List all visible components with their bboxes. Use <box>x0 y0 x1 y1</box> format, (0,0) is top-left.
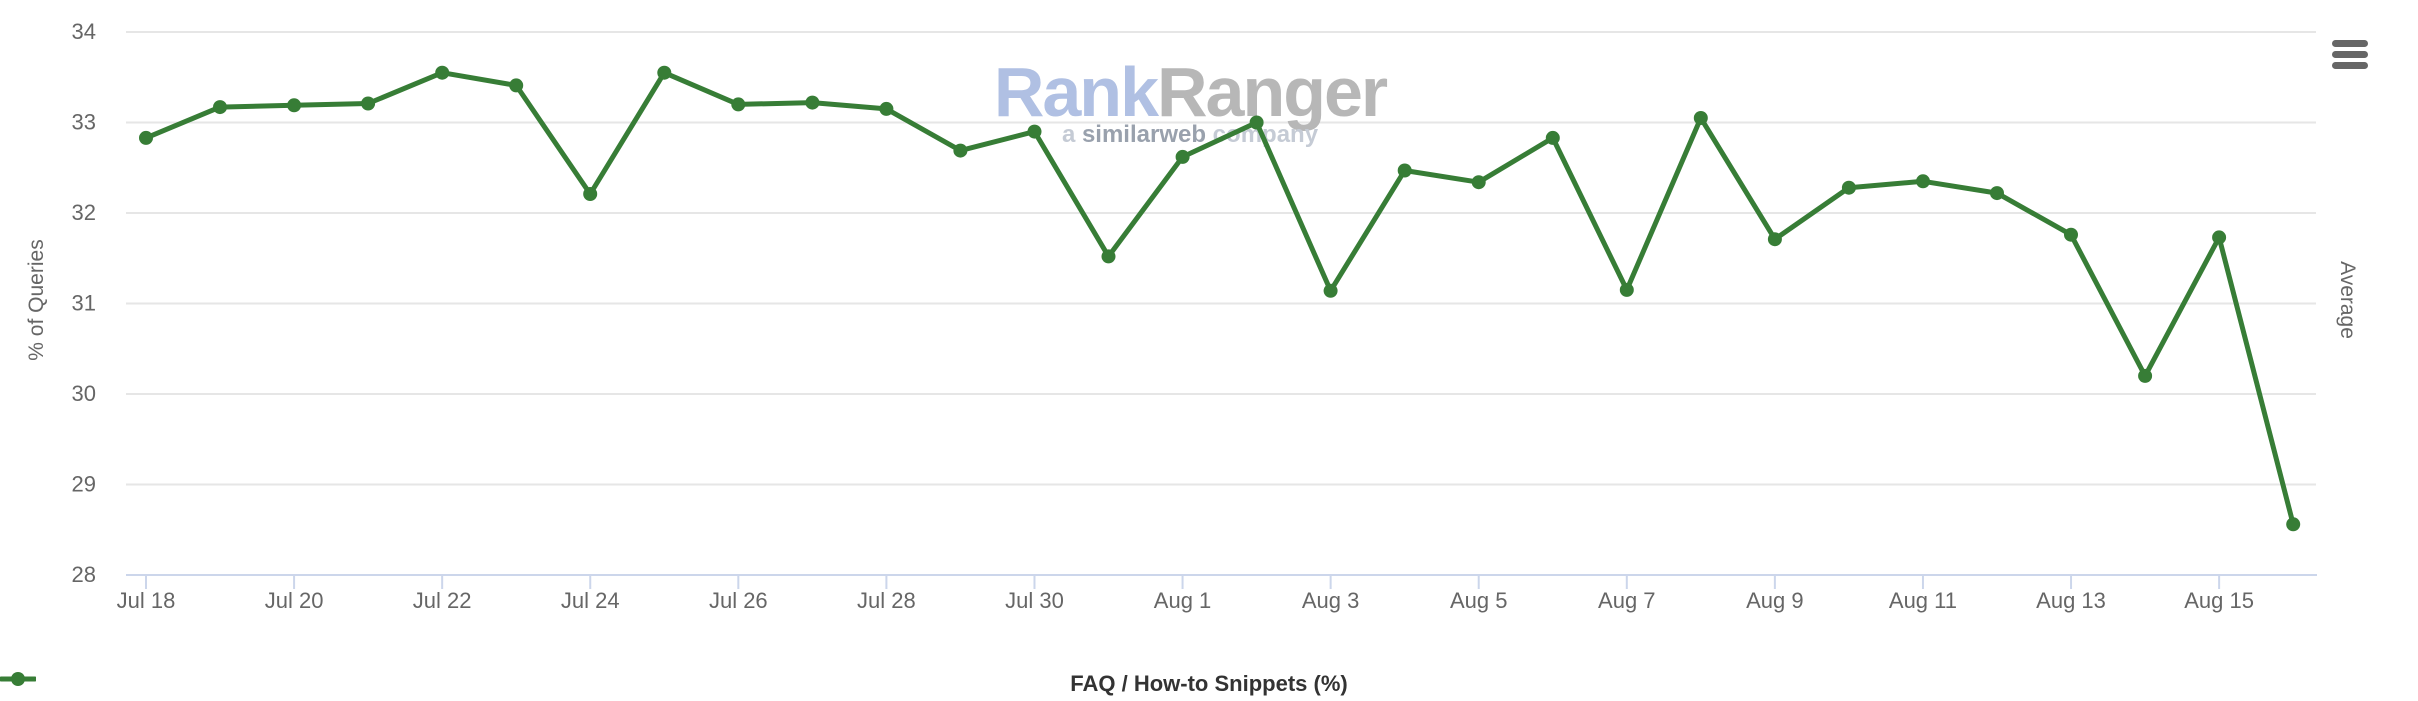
data-point-marker <box>1841 180 1856 195</box>
data-point-marker <box>953 143 968 158</box>
hamburger-bar <box>2332 62 2368 69</box>
x-axis-tick-label: Jul 26 <box>709 588 768 613</box>
series-line <box>143 70 2296 527</box>
data-point-marker <box>1397 163 1412 178</box>
y-axis-tick-label: 29 <box>72 472 96 497</box>
data-point-marker <box>805 95 820 110</box>
x-axis-tick-label: Aug 11 <box>1889 588 1957 613</box>
data-point-marker <box>1471 175 1486 190</box>
x-axis-tick-label: Aug 5 <box>1450 588 1508 613</box>
legend: FAQ / How-to Snippets (%) <box>0 671 2418 697</box>
x-axis-tick-label: Aug 7 <box>1598 588 1656 613</box>
data-point-marker <box>879 101 894 116</box>
data-point-marker <box>1767 232 1782 247</box>
data-point-marker <box>657 65 672 80</box>
x-axis-tick-label: Aug 1 <box>1154 588 1212 613</box>
data-point-marker <box>1916 174 1930 189</box>
x-axis-tick-label: Jul 20 <box>265 588 324 613</box>
x-axis-tick-label: Jul 24 <box>561 588 620 613</box>
data-point-marker <box>583 187 598 201</box>
y-axis-tick-label: 33 <box>72 110 96 135</box>
data-point-marker <box>2286 517 2301 532</box>
y-axis-tick-label: 31 <box>72 291 96 316</box>
data-point-marker <box>1027 124 1042 139</box>
legend-item-label: FAQ / How-to Snippets (%) <box>1070 671 1348 696</box>
data-point-marker <box>1249 115 1264 130</box>
data-point-marker <box>2212 230 2227 245</box>
y-axis-tick-label: 30 <box>72 381 96 406</box>
x-axis-tick-label: Jul 22 <box>413 588 472 613</box>
data-point-marker <box>1545 130 1560 145</box>
hamburger-bar <box>2332 51 2368 58</box>
x-axis-tick-label: Aug 13 <box>2036 588 2106 613</box>
data-point-marker <box>1175 149 1190 164</box>
right-axis-title: Average <box>2336 261 2359 339</box>
y-axis-tick-label: 32 <box>72 200 96 225</box>
hamburger-menu-icon[interactable] <box>2332 40 2368 73</box>
data-point-marker <box>213 100 227 115</box>
data-point-marker <box>287 98 302 113</box>
y-axis-tick-label: 28 <box>72 562 96 587</box>
data-point-marker <box>731 97 746 112</box>
legend-line-marker-icon <box>0 672 36 686</box>
y-axis-tick-label: 34 <box>72 19 96 44</box>
x-axis-tick-label: Jul 18 <box>117 588 176 613</box>
data-point-marker <box>2064 227 2078 242</box>
data-point-marker <box>139 130 153 145</box>
legend-marker-dot <box>11 672 25 686</box>
data-point-marker <box>1619 282 1634 297</box>
y-axis-title: % of Queries <box>25 239 48 361</box>
data-point-marker <box>2138 368 2153 383</box>
hamburger-bar <box>2332 40 2368 47</box>
x-axis-tick-label: Aug 3 <box>1302 588 1360 613</box>
x-axis-tick-label: Aug 9 <box>1746 588 1804 613</box>
data-point-marker <box>1101 249 1116 264</box>
data-point-marker <box>1990 186 2004 201</box>
x-axis-tick-label: Jul 28 <box>857 588 916 613</box>
legend-item[interactable]: FAQ / How-to Snippets (%) <box>0 671 1348 697</box>
x-axis-tick-label: Aug 15 <box>2184 588 2254 613</box>
data-point-marker <box>361 96 376 111</box>
x-axis-tick-label: Jul 30 <box>1005 588 1064 613</box>
data-point-marker <box>1323 283 1338 298</box>
data-point-marker <box>509 78 524 93</box>
data-point-marker <box>1693 111 1708 125</box>
data-point-marker <box>435 65 450 80</box>
